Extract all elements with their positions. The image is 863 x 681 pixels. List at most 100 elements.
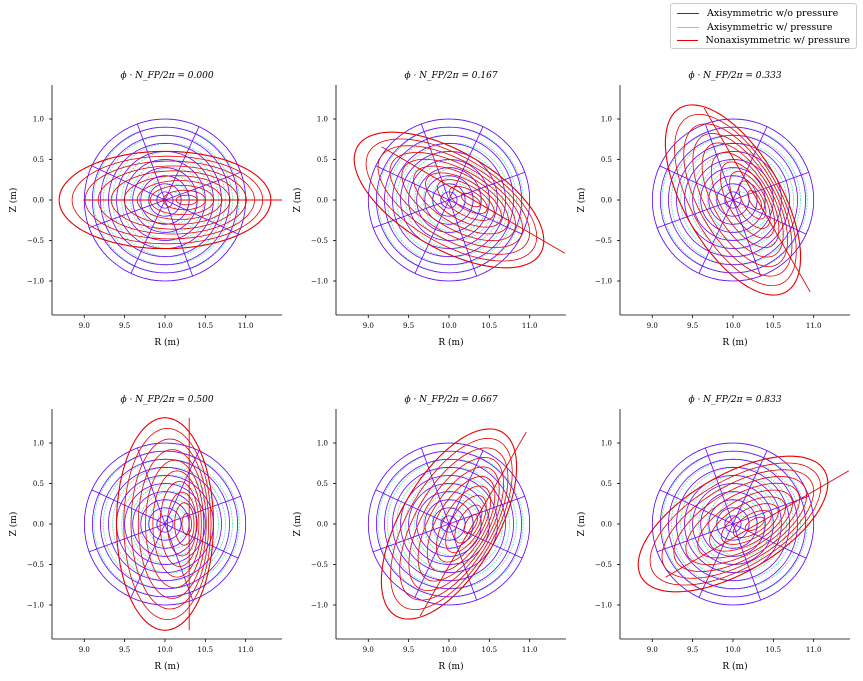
series-axisym-no-pressure-surface-7 [667, 458, 798, 590]
series-nonaxisym-surface-1 [733, 510, 772, 538]
panel-title: ϕ · N_FP/2π = 0.000 [120, 71, 213, 81]
x-tick-label: 9.5 [687, 322, 698, 330]
series-axisym-no-pressure-surface-2 [140, 499, 190, 549]
series-axisym-no-pressure-surface-3 [416, 167, 482, 233]
x-tick-label: 9.0 [79, 646, 90, 654]
series-nonaxisym-surface-9 [353, 131, 545, 269]
series-axisym-no-pressure-surface-0 [724, 515, 742, 533]
legend-label: Axisymmetric w/o pressure [707, 8, 839, 20]
x-tick-label: 11.0 [806, 322, 822, 330]
series-axisym-no-pressure-surface-8 [375, 126, 522, 274]
series-axisym-no-pressure-surface-7 [383, 458, 514, 590]
series-axisym-no-pressure-surface-9 [367, 118, 531, 282]
series-axisym-pressure-surface-7 [386, 134, 517, 266]
y-tick-label: 1.0 [601, 440, 612, 448]
purple-spoke-1 [164, 126, 200, 201]
y-tick-label: −0.5 [27, 237, 44, 245]
series-nonaxisym-surface-8 [71, 155, 264, 245]
series-axisym-no-pressure-surface-7 [667, 134, 798, 266]
series-nonaxisym-surface-2 [445, 495, 487, 553]
series-axisym-pressure-surface-5 [121, 474, 219, 574]
series-nonaxisym-surface-1 [738, 180, 767, 220]
series-nonaxisym-surface-3 [425, 172, 502, 228]
purple-spoke-1 [448, 126, 484, 201]
legend-label: Axisymmetric w/ pressure [707, 21, 833, 33]
series-axisym-pressure-surface-7 [670, 134, 801, 266]
red-spoke-0 [665, 470, 850, 578]
series-axisym-no-pressure-surface-3 [700, 167, 766, 233]
panel-title: ϕ · N_FP/2π = 0.500 [120, 395, 213, 405]
series-axisym-pressure-surface-8 [661, 450, 808, 598]
x-tick-label: 9.0 [79, 322, 90, 330]
series-nonaxisym-surface-9 [115, 417, 214, 631]
series-axisym-pressure-surface-7 [102, 134, 233, 266]
purple-spoke-5 [414, 199, 450, 274]
x-tick-label: 10.5 [766, 646, 782, 654]
series-nonaxisym-surface-6 [408, 456, 505, 592]
y-axis-label: Z (m) [576, 512, 587, 537]
series-nonaxisym-surface-3 [709, 496, 786, 552]
series-axisym-pressure-surface-8 [377, 450, 524, 598]
purple-spoke-7 [448, 199, 523, 235]
x-tick-label: 9.5 [119, 646, 130, 654]
panel-title: ϕ · N_FP/2π = 0.167 [404, 71, 497, 81]
x-tick-label: 11.0 [522, 646, 538, 654]
series-axisym-no-pressure-surface-0 [440, 191, 458, 209]
y-tick-label: 1.0 [317, 116, 328, 124]
series-axisym-no-pressure-surface-7 [99, 458, 230, 590]
y-tick-label: 0.0 [317, 197, 328, 205]
series-axisym-pressure-surface-6 [396, 142, 510, 258]
subplot-panel-3: 9.0 9.5 10.0 10.5 11.0 −1.0 −0.5 0.0 0.5 1.0 R (m)… [8, 395, 282, 672]
series-axisym-no-pressure-surface-1 [716, 183, 750, 217]
y-axis-label: Z (m) [576, 188, 587, 213]
subplot-panel-4: 9.0 9.5 10.0 10.5 11.0 −1.0 −0.5 0.0 0.5 1.0 R (m)… [292, 395, 566, 672]
x-axis-label: R (m) [722, 661, 747, 672]
y-axis-label: Z (m) [8, 188, 19, 213]
series-axisym-pressure-surface-1 [156, 183, 190, 217]
series-nonaxisym-surface-0 [181, 513, 192, 535]
plot-area [83, 417, 247, 631]
series-nonaxisym-surface-7 [130, 438, 209, 610]
series-nonaxisym-surface-4 [697, 489, 793, 559]
x-axis-label: R (m) [438, 661, 463, 672]
series-axisym-pressure-surface-1 [724, 507, 758, 541]
y-axis-label: Z (m) [292, 188, 303, 213]
series-axisym-no-pressure-surface-6 [392, 466, 506, 582]
series-axisym-no-pressure-surface-7 [383, 134, 514, 266]
purple-spoke-2 [704, 123, 734, 201]
x-tick-label: 10.5 [198, 646, 214, 654]
series-nonaxisym-surface-9 [58, 150, 272, 250]
series-axisym-no-pressure-surface-8 [659, 126, 806, 274]
subplot-panel-0: 9.0 9.5 10.0 10.5 11.0 −1.0 −0.5 0.0 0.5 1.0 R (m)… [8, 71, 282, 348]
series-axisym-no-pressure-surface-6 [676, 466, 790, 582]
x-tick-label: 9.0 [363, 322, 374, 330]
series-nonaxisym-surface-9 [380, 428, 518, 620]
series-axisym-no-pressure-surface-5 [684, 150, 782, 250]
series-axisym-pressure-surface-2 [715, 499, 765, 549]
series-axisym-pressure-surface-1 [156, 507, 190, 541]
series-nonaxisym-surface-8 [674, 113, 797, 287]
x-tick-label: 10.5 [482, 646, 498, 654]
y-tick-label: 0.0 [601, 521, 612, 529]
series-axisym-pressure-surface-1 [440, 183, 474, 217]
purple-spoke-5 [130, 523, 166, 598]
series-nonaxisym-surface-7 [399, 447, 509, 601]
x-tick-label: 10.0 [441, 646, 457, 654]
series-axisym-no-pressure-surface-9 [83, 442, 247, 606]
series-axisym-pressure-surface-2 [431, 175, 481, 225]
series-nonaxisym-surface-3 [436, 485, 491, 563]
y-tick-label: 1.0 [33, 440, 44, 448]
purple-spoke-0 [448, 495, 525, 525]
legend-swatch-purple [677, 13, 699, 15]
series-axisym-no-pressure-surface-8 [659, 450, 806, 598]
series-axisym-no-pressure-surface-9 [651, 118, 815, 282]
purple-spoke-1 [164, 450, 200, 525]
series-axisym-no-pressure-surface-9 [651, 442, 815, 606]
purple-spoke-2 [420, 447, 450, 525]
purple-spoke-3 [659, 489, 734, 525]
series-nonaxisym-surface-4 [413, 165, 509, 235]
x-tick-label: 9.0 [647, 322, 658, 330]
legend: Axisymmetric w/o pressure Axisymmetric w… [670, 3, 857, 49]
y-tick-label: −0.5 [27, 561, 44, 569]
